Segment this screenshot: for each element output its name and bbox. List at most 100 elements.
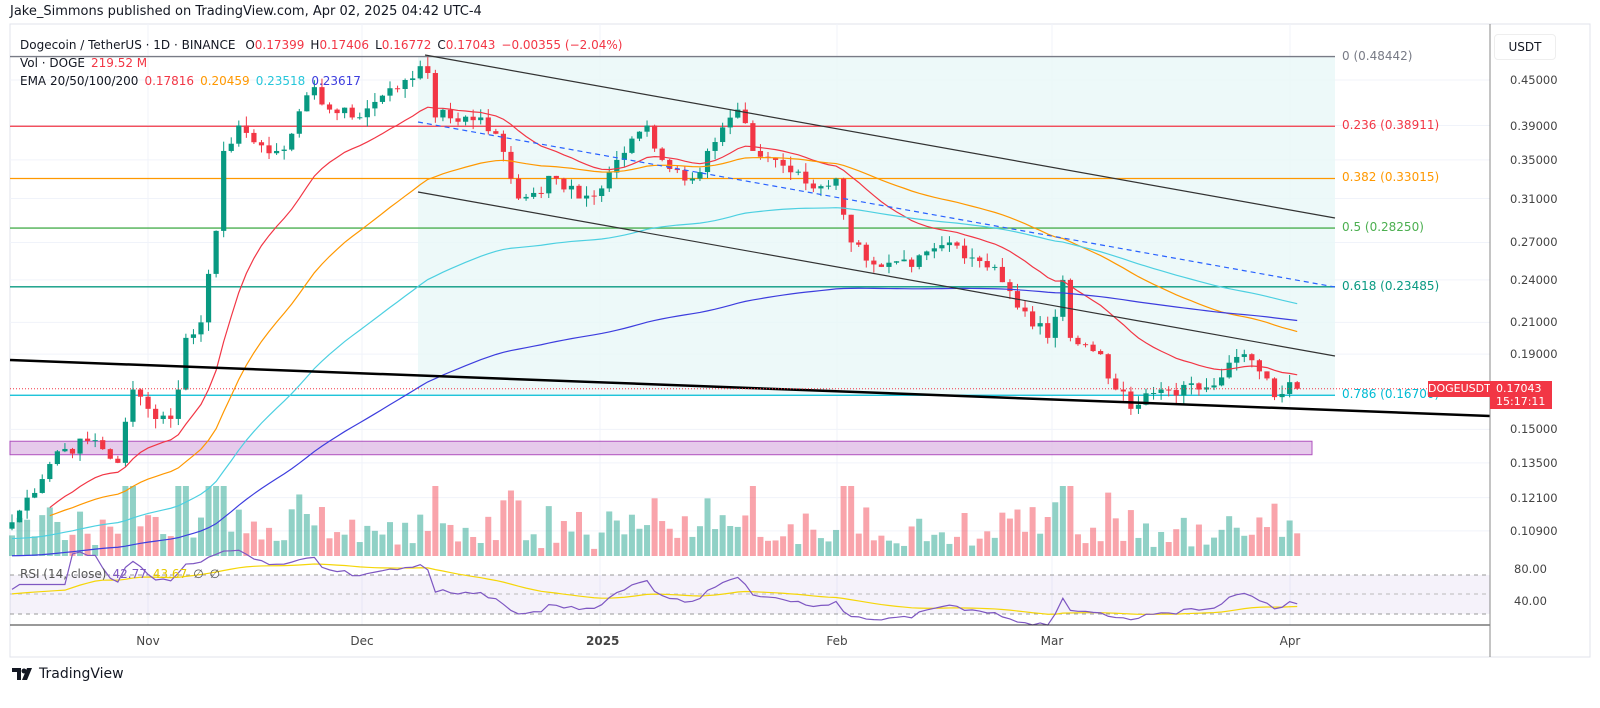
candle-body [886, 262, 892, 267]
volume-bar [129, 486, 136, 556]
candle-body [606, 172, 612, 189]
candle-body [863, 244, 869, 261]
volume-bar [1120, 540, 1127, 556]
rsi-pane [10, 549, 1490, 626]
volume-bar [863, 507, 870, 556]
candle-body [916, 255, 922, 267]
volume-bar [1203, 544, 1210, 556]
volume-bar [477, 543, 484, 556]
volume-bar [77, 511, 84, 556]
candle-body [1256, 360, 1262, 372]
rsi-tick: 80.00 [1514, 562, 1547, 576]
candle-body [417, 66, 423, 79]
volume-bar [235, 509, 242, 556]
candle-body [878, 264, 884, 267]
candle-body [281, 149, 287, 151]
candle-body [712, 142, 718, 151]
volume-bar [984, 531, 991, 556]
volume-bar [500, 500, 507, 556]
candle-body [1113, 378, 1119, 390]
volume-bar [16, 517, 23, 556]
fib-label: 0.618 (0.23485) [1342, 278, 1440, 293]
symbol-legend[interactable]: Dogecoin / TetherUS · 1D · BINANCE O0.17… [20, 38, 634, 52]
volume-bar [1286, 520, 1293, 556]
candle-body [122, 421, 128, 463]
volume-bar [840, 486, 847, 556]
volume-bar [349, 519, 356, 556]
volume-bar [961, 513, 968, 556]
candle-body [24, 497, 30, 511]
candle-body [16, 510, 23, 523]
fib-label: 0 (0.48442) [1342, 48, 1413, 63]
price-tick: 0.15000 [1510, 422, 1558, 437]
candle-body [236, 125, 242, 144]
volume-bar [545, 506, 552, 556]
candle-body [531, 192, 537, 197]
candle-body [198, 322, 204, 335]
candle-body [674, 169, 680, 171]
candle-body [523, 196, 529, 199]
candle-body [893, 261, 900, 263]
volume-bar [923, 541, 930, 556]
candle-body [372, 101, 378, 109]
candle-body [841, 178, 847, 215]
volume-bar [485, 516, 492, 556]
time-tick: Apr [1279, 634, 1301, 648]
volume-bar [182, 486, 189, 556]
volume-legend[interactable]: Vol · DOGE 219.52 M [20, 56, 148, 70]
candle-body [720, 127, 726, 143]
volume-bar [1006, 518, 1013, 556]
ema-legend[interactable]: EMA 20/50/100/200 0.17816 0.20459 0.23518 0.… [20, 74, 361, 88]
volume-bar [636, 528, 643, 556]
volume-bar [160, 534, 167, 556]
candle-body [394, 88, 401, 90]
volume-bar [817, 538, 824, 556]
volume-bar [326, 538, 333, 556]
candle-body [682, 170, 688, 181]
candle-body [780, 159, 786, 166]
volume-bar [137, 526, 144, 556]
volume-bar [954, 536, 960, 556]
candle-body [1219, 377, 1225, 386]
volume-bar [470, 536, 477, 556]
candle-body [1052, 316, 1058, 338]
volume-bar [213, 486, 220, 556]
volume-bar [855, 533, 862, 556]
candle-body [349, 107, 355, 118]
volume-bar [455, 541, 462, 556]
volume-bar [893, 543, 900, 556]
volume-bar [1188, 546, 1195, 556]
volume-bar [1097, 541, 1104, 556]
candle-body [969, 257, 975, 259]
volume-bar [243, 533, 250, 556]
candle-body [145, 396, 151, 409]
volume-bar [341, 534, 348, 556]
candle-body [243, 125, 249, 133]
volume-bar [644, 525, 651, 556]
time-tick: Mar [1040, 634, 1064, 648]
volume-bar [651, 498, 658, 556]
candle-body [153, 408, 159, 420]
candle-body [1287, 382, 1293, 394]
candle-body [803, 171, 809, 184]
volume-bar [54, 521, 61, 556]
rsi-legend[interactable]: RSI (14, close) 42.77 43.67 ∅ ∅ [20, 567, 221, 581]
candle-body [39, 479, 45, 493]
price-tick: 0.19000 [1510, 347, 1558, 362]
volume-bar [145, 515, 152, 556]
volume-bar [901, 545, 908, 556]
ema-200-line [11, 287, 1298, 557]
currency-label[interactable]: USDT [1494, 34, 1556, 60]
candle-body [440, 109, 446, 118]
candle-body [772, 157, 779, 160]
tradingview-logo[interactable]: TradingView [12, 666, 124, 682]
volume-bar [1059, 486, 1066, 556]
candle-body [107, 449, 113, 459]
volume-bar [666, 528, 673, 556]
candle-body [931, 248, 937, 252]
candle-body [742, 109, 748, 124]
candle-body [999, 266, 1005, 283]
candle-body [591, 195, 597, 197]
volume-bar [727, 526, 734, 556]
